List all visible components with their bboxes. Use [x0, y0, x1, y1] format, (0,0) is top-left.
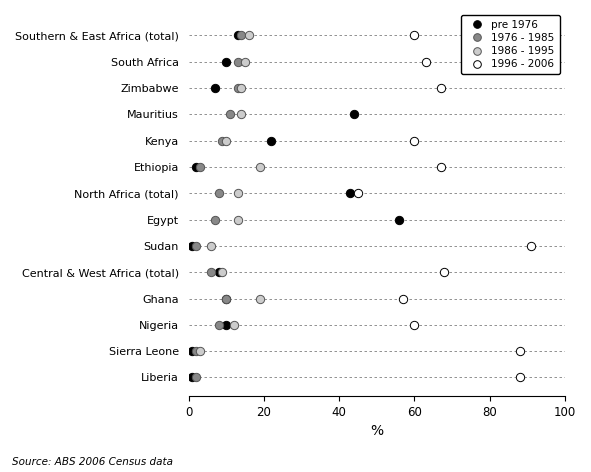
Text: Source: ABS 2006 Census data: Source: ABS 2006 Census data [12, 457, 173, 467]
X-axis label: %: % [370, 424, 384, 438]
Legend: pre 1976, 1976 - 1985, 1986 - 1995, 1996 - 2006: pre 1976, 1976 - 1985, 1986 - 1995, 1996… [461, 15, 560, 75]
